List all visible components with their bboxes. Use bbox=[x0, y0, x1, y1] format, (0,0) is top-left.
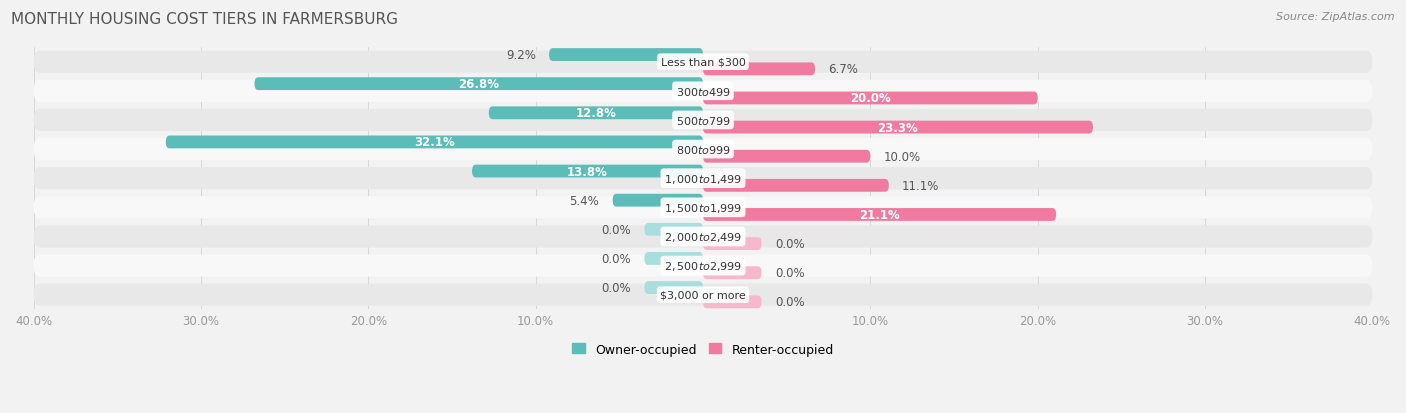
Text: $300 to $499: $300 to $499 bbox=[675, 85, 731, 97]
Text: $1,500 to $1,999: $1,500 to $1,999 bbox=[664, 202, 742, 214]
FancyBboxPatch shape bbox=[34, 168, 1372, 190]
FancyBboxPatch shape bbox=[34, 284, 1372, 306]
Legend: Owner-occupied, Renter-occupied: Owner-occupied, Renter-occupied bbox=[568, 338, 838, 361]
Text: 13.8%: 13.8% bbox=[567, 165, 607, 178]
Text: 11.1%: 11.1% bbox=[903, 179, 939, 192]
FancyBboxPatch shape bbox=[703, 209, 1056, 221]
FancyBboxPatch shape bbox=[703, 150, 870, 163]
Text: 6.7%: 6.7% bbox=[828, 63, 859, 76]
FancyBboxPatch shape bbox=[489, 107, 703, 120]
Text: $1,000 to $1,499: $1,000 to $1,499 bbox=[664, 172, 742, 185]
FancyBboxPatch shape bbox=[703, 267, 762, 280]
Text: MONTHLY HOUSING COST TIERS IN FARMERSBURG: MONTHLY HOUSING COST TIERS IN FARMERSBUR… bbox=[11, 12, 398, 27]
FancyBboxPatch shape bbox=[34, 139, 1372, 161]
FancyBboxPatch shape bbox=[644, 282, 703, 294]
FancyBboxPatch shape bbox=[703, 237, 762, 250]
FancyBboxPatch shape bbox=[34, 52, 1372, 74]
FancyBboxPatch shape bbox=[703, 121, 1092, 134]
FancyBboxPatch shape bbox=[548, 49, 703, 62]
Text: 0.0%: 0.0% bbox=[602, 281, 631, 294]
Text: 10.0%: 10.0% bbox=[884, 150, 921, 163]
Text: $2,000 to $2,499: $2,000 to $2,499 bbox=[664, 230, 742, 243]
FancyBboxPatch shape bbox=[34, 197, 1372, 219]
Text: 21.1%: 21.1% bbox=[859, 209, 900, 221]
FancyBboxPatch shape bbox=[644, 252, 703, 265]
Text: 0.0%: 0.0% bbox=[775, 237, 804, 251]
Text: $3,000 or more: $3,000 or more bbox=[661, 290, 745, 300]
Text: 0.0%: 0.0% bbox=[602, 223, 631, 236]
FancyBboxPatch shape bbox=[703, 63, 815, 76]
Text: 12.8%: 12.8% bbox=[575, 107, 616, 120]
FancyBboxPatch shape bbox=[34, 255, 1372, 277]
Text: 5.4%: 5.4% bbox=[569, 194, 599, 207]
Text: Less than $300: Less than $300 bbox=[661, 57, 745, 67]
Text: 0.0%: 0.0% bbox=[602, 252, 631, 265]
FancyBboxPatch shape bbox=[254, 78, 703, 91]
FancyBboxPatch shape bbox=[34, 226, 1372, 248]
FancyBboxPatch shape bbox=[644, 223, 703, 236]
FancyBboxPatch shape bbox=[166, 136, 703, 149]
FancyBboxPatch shape bbox=[34, 81, 1372, 103]
Text: Source: ZipAtlas.com: Source: ZipAtlas.com bbox=[1277, 12, 1395, 22]
Text: 20.0%: 20.0% bbox=[851, 92, 891, 105]
Text: 0.0%: 0.0% bbox=[775, 296, 804, 309]
Text: $500 to $799: $500 to $799 bbox=[675, 115, 731, 127]
Text: 23.3%: 23.3% bbox=[877, 121, 918, 134]
FancyBboxPatch shape bbox=[34, 109, 1372, 132]
FancyBboxPatch shape bbox=[613, 194, 703, 207]
FancyBboxPatch shape bbox=[703, 180, 889, 192]
FancyBboxPatch shape bbox=[703, 93, 1038, 105]
Text: 9.2%: 9.2% bbox=[506, 49, 536, 62]
Text: $800 to $999: $800 to $999 bbox=[675, 144, 731, 156]
Text: 0.0%: 0.0% bbox=[775, 266, 804, 280]
Text: 32.1%: 32.1% bbox=[413, 136, 454, 149]
FancyBboxPatch shape bbox=[703, 296, 762, 309]
Text: $2,500 to $2,999: $2,500 to $2,999 bbox=[664, 259, 742, 273]
FancyBboxPatch shape bbox=[472, 165, 703, 178]
Text: 26.8%: 26.8% bbox=[458, 78, 499, 91]
